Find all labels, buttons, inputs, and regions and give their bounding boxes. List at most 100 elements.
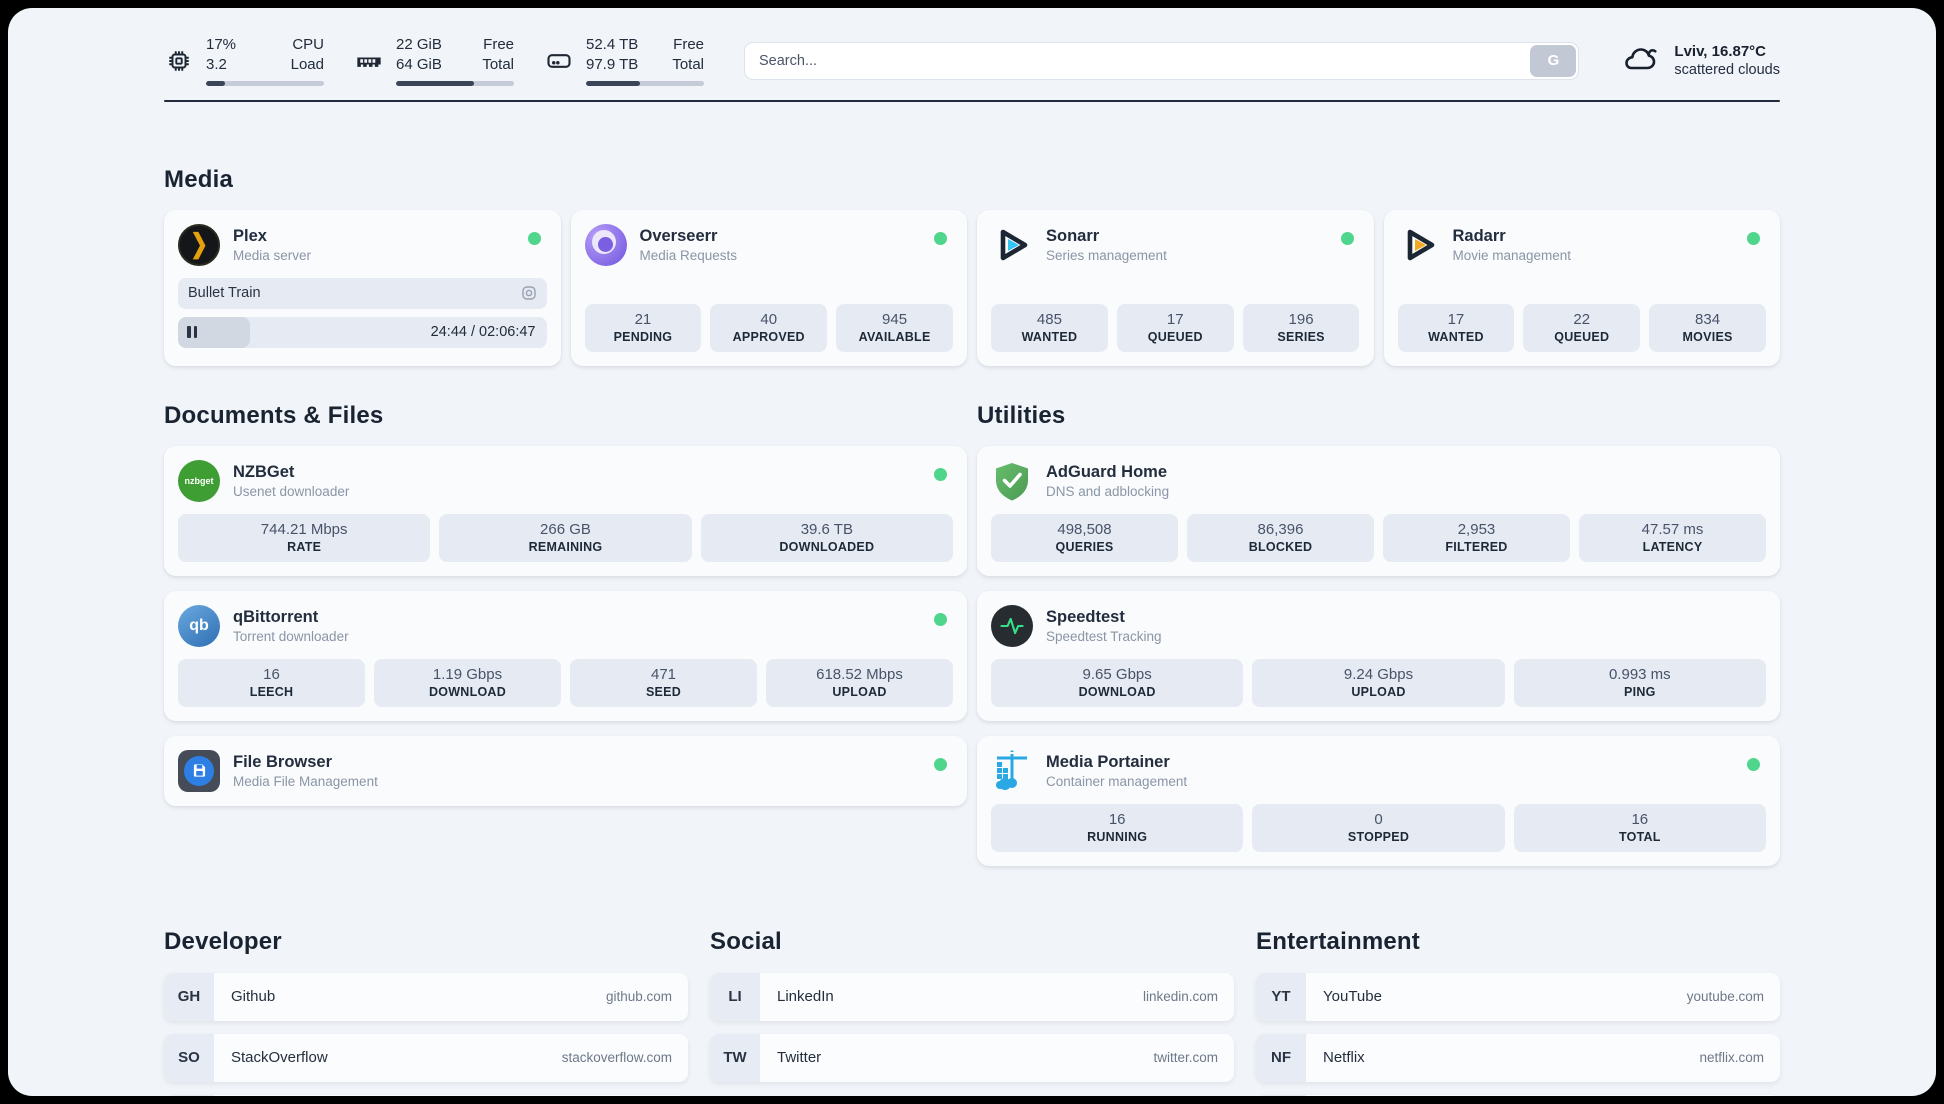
link-youtube[interactable]: YT YouTube youtube.com [1256,972,1780,1021]
stat-wanted: 17 WANTED [1397,303,1515,352]
netflix-icon: NF [1256,1033,1306,1082]
app-card-speedtest[interactable]: Speedtest Speedtest Tracking 9.65 Gbps DO… [977,590,1780,721]
ram-icon [354,46,384,76]
stat-movies: 834 MOVIES [1649,303,1766,352]
status-online-dot [1747,231,1760,245]
cloud-icon [1621,41,1661,80]
ram-free-value: 22 GiB [396,36,442,53]
status-online-dot [934,231,947,245]
ram-total-label: Total [482,56,514,74]
system-metrics: 17% CPU 3.2 Load 22 GiB Free 64 GiB Total [164,36,704,86]
stat-available: 945 AVAILABLE [836,303,953,352]
now-playing-title: Bullet Train [188,285,261,301]
sonarr-icon [991,224,1033,266]
link-stackoverflow[interactable]: SO StackOverflow stackoverflow.com [164,1033,688,1082]
qbittorrent-icon: qb [178,604,220,647]
app-card-overseerr[interactable]: Overseerr Media Requests 21 PENDING 40 APP… [570,209,967,366]
now-playing-row: Bullet Train [178,277,547,309]
stackoverflow-icon: SO [164,1033,214,1082]
memory-metric: 22 GiB Free 64 GiB Total [354,36,514,86]
app-card-plex[interactable]: ❯ Plex Media server Bullet Train [164,209,561,366]
disk-metric: 52.4 TB Free 97.9 TB Total [544,36,704,86]
documents-column: nzbget NZBGet Usenet downloader 744.21 M… [164,445,967,806]
stat-running: 16 RUNNING [991,803,1244,852]
app-card-media-portainer[interactable]: Media Portainer Container management 16 R… [977,735,1780,866]
stats-row: 485 WANTED 17 QUEUED 196 SERIES [991,292,1360,352]
stats-row: 498,508 QUERIES 86,396 BLOCKED 2,953 FILTER… [991,502,1766,562]
app-title: Radarr [1452,226,1506,245]
cpu-metric: 17% CPU 3.2 Load [164,36,324,86]
search-input[interactable] [744,41,1580,80]
app-subtitle: Series management [1046,247,1167,263]
app-subtitle: Media Requests [639,247,738,263]
links-column-entertainment: Entertainment YT YouTube youtube.com NF … [1256,927,1780,1096]
weather-widget: Lviv, 16.87°C scattered clouds [1621,41,1780,80]
stat-pending: 21 PENDING [584,303,702,352]
app-card-sonarr[interactable]: Sonarr Series management 485 WANTED 17 QUE… [977,209,1374,366]
cpu-icon [164,46,194,76]
disk-icon [544,46,574,76]
ram-total-value: 64 GiB [396,56,442,74]
media-grid: ❯ Plex Media server Bullet Train [164,209,1780,366]
stat-blocked: 86,396 BLOCKED [1187,513,1374,562]
app-subtitle: Torrent downloader [233,628,349,644]
portainer-icon [991,749,1033,792]
status-online-dot [934,467,947,481]
top-bar: 17% CPU 3.2 Load 22 GiB Free 64 GiB Total [164,8,1780,86]
stat-ping: 0.993 ms PING [1513,658,1766,707]
app-title: File Browser [233,752,333,771]
section-title-entertainment: Entertainment [1256,927,1420,955]
stat-approved: 40 APPROVED [710,303,828,352]
stat-queued: 17 QUEUED [1116,303,1234,352]
stats-row: 744.21 Mbps RATE 266 GB REMAINING 39.6 TB D… [178,502,953,562]
status-online-dot [1747,757,1760,771]
stat-leech: 16 LEECH [178,658,365,707]
reddit-icon: RE [1256,1094,1306,1096]
stats-row: 21 PENDING 40 APPROVED 945 AVAILABLE [584,292,954,352]
link-github[interactable]: GH Github github.com [164,972,688,1021]
status-online-dot [527,231,541,245]
link-dev[interactable]: DT DEV dev.to [164,1094,688,1096]
app-card-file-browser[interactable]: File Browser Media File Management [164,735,967,806]
section-title-utilities: Utilities [977,401,1066,429]
adguard-icon [991,460,1033,502]
disk-free-label: Free [673,36,704,53]
link-netflix[interactable]: NF Netflix netflix.com [1256,1033,1780,1082]
app-subtitle: Movie management [1452,247,1572,263]
header-divider [164,99,1780,102]
dashboard-shell: 17% CPU 3.2 Load 22 GiB Free 64 GiB Total [8,8,1936,1096]
link-reddit[interactable]: RE Reddit reddit.com [1256,1094,1780,1096]
app-title: qBittorrent [233,607,319,626]
app-subtitle: Media server [233,247,312,263]
app-card-nzbget[interactable]: nzbget NZBGet Usenet downloader 744.21 M… [164,445,967,576]
app-card-adguard-home[interactable]: AdGuard Home DNS and adblocking 498,508 Q… [977,445,1780,576]
twitter-icon: TW [710,1033,760,1082]
search-bar: G [744,41,1580,80]
weather-condition: scattered clouds [1674,62,1780,79]
pause-icon [187,326,197,338]
plex-icon: ❯ [178,223,220,266]
app-subtitle: Usenet downloader [233,483,350,499]
youtube-icon: YT [1256,972,1306,1021]
stat-queries: 498,508 QUERIES [991,513,1178,562]
search-engine-button[interactable]: G [1530,44,1577,77]
stat-downloaded: 39.6 TB DOWNLOADED [700,513,953,562]
stat-upload: 9.24 Gbps UPLOAD [1252,658,1505,707]
app-title: Speedtest [1046,607,1125,626]
stat-latency: 47.57 ms LATENCY [1579,513,1766,562]
stat-queued: 22 QUEUED [1523,303,1641,352]
app-card-radarr[interactable]: Radarr Movie management 17 WANTED 22 QUEUE… [1383,209,1780,366]
app-subtitle: Speedtest Tracking [1046,628,1162,644]
stat-remaining: 266 GB REMAINING [439,513,692,562]
app-title: AdGuard Home [1046,462,1168,481]
stat-series: 196 SERIES [1242,303,1360,352]
nzbget-icon: nzbget [178,459,220,502]
section-title-developer: Developer [164,927,282,955]
app-card-qbittorrent[interactable]: qb qBittorrent Torrent downloader 16 LEEC… [164,590,967,721]
link-twitter[interactable]: TW Twitter twitter.com [710,1033,1234,1082]
link-linkedin[interactable]: LI LinkedIn linkedin.com [710,972,1234,1021]
linkedin-icon: LI [710,972,760,1021]
playback-progress-bar: 24:44 / 02:06:47 [178,316,547,348]
ram-progress-bar [396,80,514,86]
stat-download: 9.65 Gbps DOWNLOAD [991,658,1244,707]
